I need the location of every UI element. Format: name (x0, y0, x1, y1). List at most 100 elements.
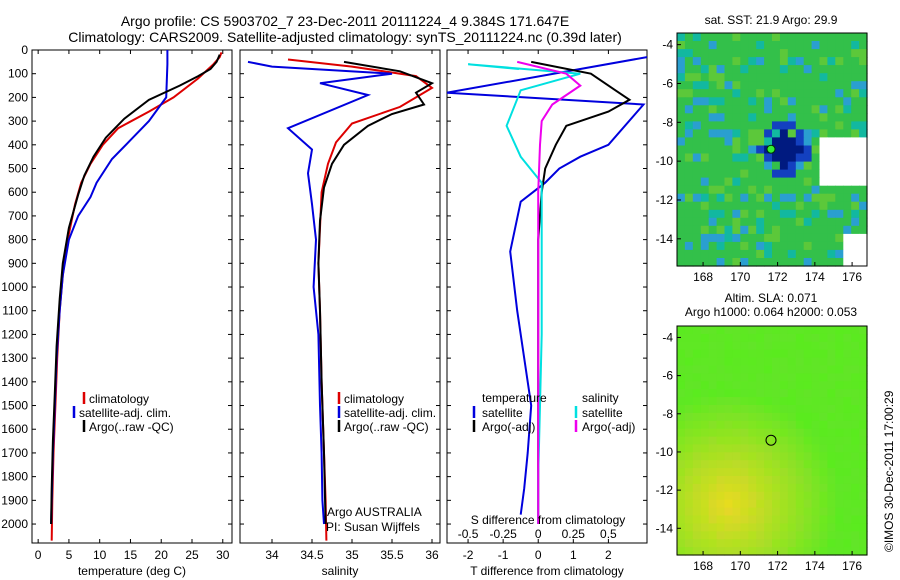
map-cell (819, 412, 828, 422)
map-cell (732, 523, 741, 532)
map-cell (756, 41, 765, 50)
map-cell (748, 420, 757, 430)
map-cell (811, 49, 821, 58)
map-cell (779, 105, 789, 114)
argo-float-marker (766, 144, 776, 154)
map-cell (740, 341, 749, 351)
map-cell (740, 357, 749, 367)
map-cell (684, 420, 694, 430)
map-cell (724, 405, 733, 414)
map-cell (811, 499, 821, 509)
map-cell (795, 193, 805, 203)
map-cell (724, 169, 733, 179)
map-cell (700, 225, 710, 235)
map-cell (764, 153, 773, 163)
map-cell (764, 81, 773, 90)
map-cell (692, 507, 702, 517)
map-cell (859, 73, 868, 82)
map-cell (692, 515, 702, 524)
map-cell (716, 326, 726, 335)
map-cell (716, 241, 726, 251)
map-cell (835, 468, 844, 477)
map-cell (684, 436, 694, 446)
map-cell (740, 531, 749, 540)
map-cell (692, 258, 702, 267)
map-cell (827, 468, 836, 477)
map-cell (819, 97, 828, 106)
map-cell (716, 81, 726, 90)
map-cell (740, 137, 749, 146)
map-cell (835, 73, 844, 82)
map-cell (748, 349, 757, 359)
map-cell (716, 444, 726, 453)
map-cell (740, 97, 749, 106)
map-cell (692, 373, 702, 382)
map-cell (795, 452, 805, 461)
map-cell (764, 249, 773, 259)
map-cell (772, 89, 781, 98)
map-cell (787, 499, 797, 509)
map-cell (859, 185, 868, 195)
map-cell (677, 397, 686, 406)
map-cell (772, 81, 781, 90)
map-cell (732, 373, 741, 382)
map-cell (724, 483, 733, 493)
map-cell (851, 105, 860, 114)
map-cell (748, 547, 757, 556)
map-cell (748, 515, 757, 524)
map-cell (732, 129, 741, 138)
map-cell (677, 523, 686, 532)
map-cell (811, 41, 821, 50)
map-cell (732, 452, 741, 461)
map-cell (811, 436, 821, 446)
map-cell (779, 97, 789, 106)
map-cell (708, 389, 718, 398)
map-cell (740, 225, 749, 235)
map-cell (859, 57, 868, 66)
map-cell (724, 547, 733, 556)
map-cell (843, 209, 852, 219)
map-cell (724, 258, 733, 267)
map-cell (787, 225, 797, 235)
map-cell (740, 105, 749, 114)
map-cell (692, 249, 702, 259)
map-cell (732, 539, 741, 548)
map-cell (819, 357, 828, 367)
map-cell (677, 341, 686, 351)
map-cell (677, 539, 686, 548)
map-cell (708, 177, 718, 187)
map-cell (740, 428, 749, 438)
map-cell (732, 389, 741, 398)
map-cell (756, 97, 765, 106)
map-cell (700, 121, 710, 130)
map-cell (724, 341, 733, 351)
map-cell (684, 137, 694, 146)
x-axis-label: temperature (deg C) (78, 564, 186, 578)
map-cell (764, 65, 773, 74)
map-cell (677, 460, 686, 469)
map-cell (740, 249, 749, 259)
map-cell (684, 531, 694, 540)
map-cell (851, 547, 860, 556)
map-cell (772, 113, 781, 122)
map-cell (851, 333, 860, 343)
map-cell (692, 428, 702, 438)
map-cell (772, 428, 781, 438)
map-cell (708, 137, 718, 146)
map-cell (748, 365, 757, 374)
map-cell (772, 468, 781, 477)
difference-panel: -2 -1 0 1 2T difference from climatology-0.5… (446, 49, 648, 578)
map-cell (859, 365, 868, 374)
map-cell (803, 241, 813, 251)
map-cell (724, 357, 733, 367)
map-cell (779, 258, 789, 267)
map-cell (835, 217, 844, 227)
map-cell (700, 428, 710, 438)
map-cell (700, 241, 710, 251)
map-cell (851, 33, 860, 42)
map-cell (835, 515, 844, 524)
map-cell (779, 349, 789, 359)
map-cell (700, 436, 710, 446)
map-cell (724, 153, 733, 163)
